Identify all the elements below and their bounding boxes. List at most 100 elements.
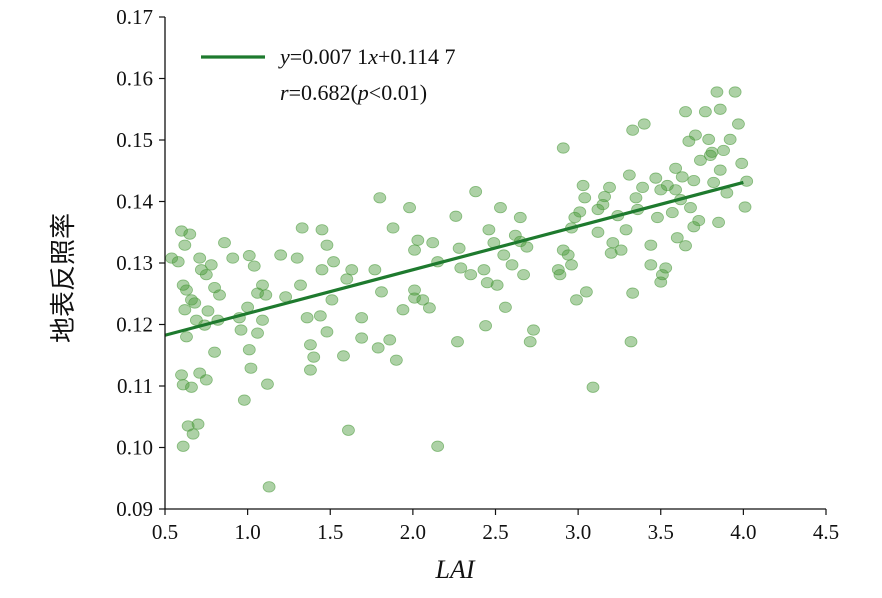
data-point [242,250,256,262]
data-point [237,394,251,406]
data-point [710,86,724,98]
data-point [568,211,582,224]
x-tick-label: 2.0 [400,520,426,544]
data-point [256,279,269,291]
data-point [637,118,651,130]
data-point [649,172,663,184]
data-point [689,129,702,141]
x-tick-label: 4.5 [813,520,839,544]
data-point [408,292,421,304]
y-tick-label: 0.10 [116,436,153,460]
data-point [499,301,512,313]
data-point [732,118,745,130]
data-point [586,381,600,393]
data-point [383,334,397,346]
data-point [717,144,730,157]
data-point [619,224,633,236]
data-point [178,239,192,251]
data-point [213,289,226,301]
data-point [403,202,416,214]
legend-eq-slope: =0.007 1 [290,44,368,69]
data-point [259,289,273,301]
data-point [313,310,327,322]
legend-p: p [356,80,369,105]
y-tick-label: 0.14 [116,190,153,214]
y-tick-label: 0.09 [116,497,153,521]
data-point [180,331,193,343]
data-point [626,124,640,136]
data-point [389,354,403,366]
data-point [622,169,636,181]
data-point [327,256,340,268]
data-point [452,242,466,254]
x-tick-label: 1.5 [317,520,343,544]
data-point [598,190,611,203]
data-point [669,184,683,196]
x-tick-label: 4.0 [730,520,756,544]
data-point [738,201,752,213]
data-point [337,350,350,362]
data-point [294,279,307,291]
data-point [386,222,400,234]
data-point [408,244,421,256]
data-point [454,262,468,274]
data-point [244,362,258,374]
data-point [180,284,193,296]
data-point [570,294,583,306]
data-point [520,241,534,253]
data-point [644,259,658,271]
legend-r-value: =0.682( [289,80,358,105]
data-point [713,103,727,115]
data-point [208,346,221,358]
data-point [431,440,445,452]
data-point [682,135,696,147]
x-axis-label: LAI [435,555,476,584]
data-point [416,294,430,306]
data-point [651,211,664,224]
data-point [578,192,592,204]
data-point [320,239,334,251]
data-point [561,249,575,261]
data-point [411,234,425,246]
data-point [482,224,496,236]
data-point [408,284,421,296]
data-point [315,264,329,276]
data-point [176,440,190,452]
data-point [191,418,205,430]
data-point [508,229,522,241]
data-point [735,157,749,169]
data-point [199,374,213,386]
data-point [256,314,269,326]
data-point [705,146,719,158]
data-point [576,179,590,192]
data-point [556,142,570,154]
legend-r: r [280,80,289,105]
data-point [527,324,540,336]
data-point [451,336,464,348]
data-point [687,174,701,187]
data-point [497,249,511,261]
data-point [171,256,185,268]
data-point [193,252,207,264]
data-point [345,264,359,276]
data-point [204,259,218,271]
data-point [654,184,668,196]
y-tick-label: 0.12 [116,313,153,337]
x-tick-label: 1.0 [235,520,261,544]
legend-eq-intercept: +0.114 7 [378,44,456,69]
x-tick-label: 2.5 [482,520,508,544]
data-point [300,312,314,324]
data-point [295,222,309,234]
data-point [579,286,593,298]
data-point [218,237,231,249]
data-point [340,273,354,285]
data-point [307,351,321,363]
data-point [670,232,684,244]
data-point [636,181,649,193]
data-point [304,339,317,351]
scatter-points [165,86,754,493]
data-point [426,237,440,249]
data-point [553,269,567,281]
regression-line [164,180,744,337]
